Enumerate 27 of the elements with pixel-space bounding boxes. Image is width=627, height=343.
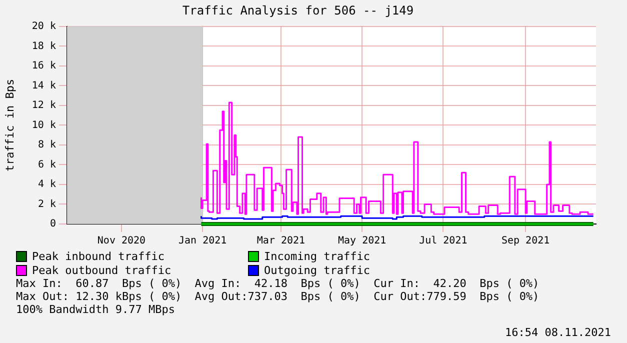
y-tick-label: 12 k [32, 100, 56, 112]
y-tick-label: 16 k [32, 60, 56, 72]
chart-title: Traffic Analysis for 506 -- j149 [182, 3, 414, 18]
text: 100% Bandwidth 9.77 MBps [16, 303, 176, 316]
y-tick-label: 8 k [38, 140, 56, 151]
y-axis-title: traffic in Bps [3, 78, 16, 172]
y-tick-label: 6 k [38, 159, 56, 170]
y-tick-label: 4 k [38, 179, 56, 190]
x-tick-label: Jul 2021 [419, 236, 468, 247]
legend-label: Incoming traffic [264, 250, 370, 263]
y-tick-label: 14 k [32, 80, 56, 92]
y-tick-label: 0 [50, 218, 56, 230]
text: 16:54 08.11.2021 [505, 326, 611, 339]
y-tick-label: 18 k [32, 40, 56, 52]
y-tick-label: 10 k [32, 120, 56, 131]
text: Max Out: 12.30 kBps ( 0%) Avg Out:737.03 Bps ( 0%) Cur Out:779.59 Bps ( 0%) [16, 290, 540, 303]
x-tick-label: Sep 2021 [501, 236, 550, 247]
y-tick-label: 2 k [38, 198, 56, 210]
x-tick-label: Jan 2021 [178, 236, 227, 247]
x-tick-label: May 2021 [338, 236, 386, 247]
legend-label: Peak outbound traffic [32, 264, 172, 277]
text: Max In: 60.87 Bps ( 0%) Avg In: 42.18 Bps ( 0%) Cur In: 42.20 Bps ( 0%) [16, 277, 540, 290]
x-tick-label: Mar 2021 [256, 236, 306, 247]
x-tick-label: Nov 2020 [97, 236, 146, 247]
y-tick-label: 20 k [32, 20, 56, 32]
legend-label: Outgoing traffic [264, 264, 370, 277]
legend-label: Peak inbound traffic [32, 250, 164, 263]
